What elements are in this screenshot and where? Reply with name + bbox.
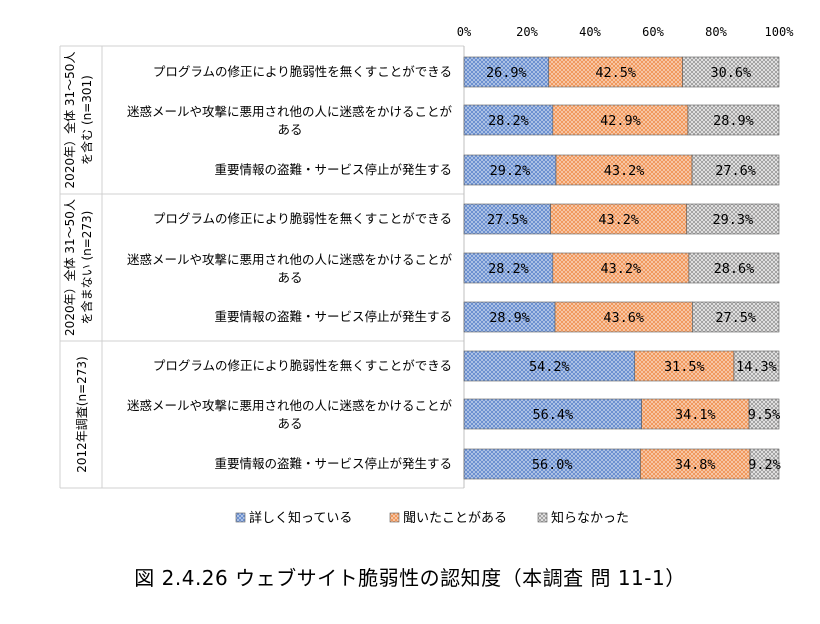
bar-segment: [682, 56, 780, 88]
bar-segment: [688, 252, 780, 284]
bar-segment: [692, 301, 780, 333]
x-tick-label: 100%: [765, 25, 795, 39]
data-label: 43.6%: [603, 310, 644, 326]
row-label: ある: [277, 270, 302, 285]
bar-segment: [463, 301, 556, 333]
data-label: 29.2%: [490, 163, 531, 179]
figure-caption: 図 2.4.26 ウェブサイト脆弱性の認知度（本調査 問 11-1）: [134, 566, 686, 590]
data-label: 14.3%: [736, 359, 777, 375]
legend: 詳しく知っている 聞いたことがある 知らなかった: [235, 510, 629, 526]
data-label: 42.9%: [600, 113, 641, 129]
row-label: 迷惑メールや攻撃に悪用され他の人に迷惑をかけることが: [127, 104, 453, 119]
x-tick-label: 60%: [642, 25, 664, 39]
bar-segment: [552, 104, 689, 136]
data-label: 29.3%: [713, 212, 754, 228]
bar-segment: [554, 301, 693, 333]
data-label: 26.9%: [486, 65, 527, 81]
bar-segment: [641, 398, 750, 430]
chart: 0% 20% 40% 60% 80% 100% プログラムの修正により脆弱性を無くすことが…: [59, 25, 794, 526]
row-label: ある: [277, 416, 302, 431]
data-label: 28.9%: [489, 310, 530, 326]
group-label: 2020年）全体 31～50人: [62, 52, 77, 189]
legend-label: 知らなかった: [551, 510, 629, 526]
bar-segment: [687, 104, 780, 136]
bar-segment: [463, 56, 550, 88]
bar-segment: [463, 448, 641, 480]
data-label: 31.5%: [664, 359, 705, 375]
bar-segment: [733, 350, 780, 382]
group-label: 2012年調査(n=273): [75, 356, 89, 472]
data-label: 27.5%: [487, 212, 528, 228]
data-label: 34.8%: [675, 457, 716, 473]
bar-segment: [550, 203, 688, 235]
row-label: プログラムの修正により脆弱性を無くすことができる: [153, 211, 452, 226]
legend-swatch: [389, 512, 400, 523]
x-tick-label: 80%: [705, 25, 727, 39]
chart-row: プログラムの修正により脆弱性を無くすことができる 27.5% 43.2% 29.3%: [153, 203, 780, 235]
data-label: 27.6%: [715, 163, 756, 179]
data-label: 28.9%: [713, 113, 754, 129]
group-label: 2020年）全体 31～50人: [62, 199, 77, 336]
bar-segment: [463, 252, 554, 284]
chart-row: 重要情報の盗難・サービス停止が発生する 29.2% 43.2% 27.6%: [214, 154, 780, 186]
data-label: 54.2%: [529, 359, 570, 375]
data-label: 28.6%: [714, 261, 755, 277]
bar-segment: [749, 448, 780, 480]
chart-rows: プログラムの修正により脆弱性を無くすことができる 26.9% 42.5% 30.6% 迷…: [127, 56, 781, 480]
bar-segment: [640, 448, 751, 480]
bar-segment: [691, 154, 780, 186]
data-label: 27.5%: [715, 310, 756, 326]
group-label: を含む (n=301): [79, 75, 94, 165]
row-label: 重要情報の盗難・サービス停止が発生する: [214, 456, 452, 471]
row-label: 重要情報の盗難・サービス停止が発生する: [214, 309, 452, 324]
chart-row: プログラムの修正により脆弱性を無くすことができる 54.2% 31.5% 14.3%: [153, 350, 780, 382]
data-label: 43.2%: [601, 261, 642, 277]
chart-row: 重要情報の盗難・サービス停止が発生する 28.9% 43.6% 27.5%: [214, 301, 780, 333]
bar-segment: [748, 398, 780, 430]
legend-item: 詳しく知っている: [235, 510, 352, 526]
bar-segment: [463, 398, 642, 430]
row-label: 迷惑メールや攻撃に悪用され他の人に迷惑をかけることが: [127, 398, 453, 413]
legend-item: 聞いたことがある: [389, 511, 507, 526]
legend-label: 詳しく知っている: [249, 510, 352, 526]
x-tick-label: 20%: [516, 25, 538, 39]
data-label: 30.6%: [710, 65, 751, 81]
data-label: 34.1%: [675, 407, 716, 423]
x-tick-label: 40%: [579, 25, 601, 39]
legend-item: 知らなかった: [537, 510, 629, 526]
bar-segment: [686, 203, 780, 235]
group-label: を含まない (n=273): [79, 211, 94, 325]
bar-segment: [463, 104, 554, 136]
bar-segment: [548, 56, 683, 88]
chart-row: プログラムの修正により脆弱性を無くすことができる 26.9% 42.5% 30.6%: [153, 56, 780, 88]
data-label: 9.2%: [748, 457, 781, 473]
legend-swatch: [235, 512, 246, 523]
data-label: 56.4%: [533, 407, 574, 423]
group-labels: 2020年）全体 31～50人 を含む (n=301)2020年）全体 31～50…: [62, 52, 94, 473]
chart-row: 重要情報の盗難・サービス停止が発生する 56.0% 34.8% 9.2%: [214, 448, 781, 480]
row-label: 重要情報の盗難・サービス停止が発生する: [214, 162, 452, 177]
legend-label: 聞いたことがある: [403, 511, 507, 526]
data-label: 9.5%: [748, 407, 781, 423]
data-label: 28.2%: [488, 113, 529, 129]
bar-segment: [634, 350, 735, 382]
row-label: ある: [277, 122, 302, 137]
data-label: 42.5%: [595, 65, 636, 81]
data-label: 28.2%: [488, 261, 529, 277]
bar-segment: [463, 350, 636, 382]
row-label: 迷惑メールや攻撃に悪用され他の人に迷惑をかけることが: [127, 252, 453, 267]
row-label: プログラムの修正により脆弱性を無くすことができる: [153, 64, 452, 79]
row-label: プログラムの修正により脆弱性を無くすことができる: [153, 358, 452, 373]
data-label: 56.0%: [532, 457, 573, 473]
data-label: 43.2%: [598, 212, 639, 228]
x-axis-ticks: 0% 20% 40% 60% 80% 100%: [457, 25, 794, 39]
x-tick-label: 0%: [457, 25, 472, 39]
legend-swatch: [537, 512, 548, 523]
bar-segment: [552, 252, 690, 284]
data-label: 43.2%: [604, 163, 645, 179]
